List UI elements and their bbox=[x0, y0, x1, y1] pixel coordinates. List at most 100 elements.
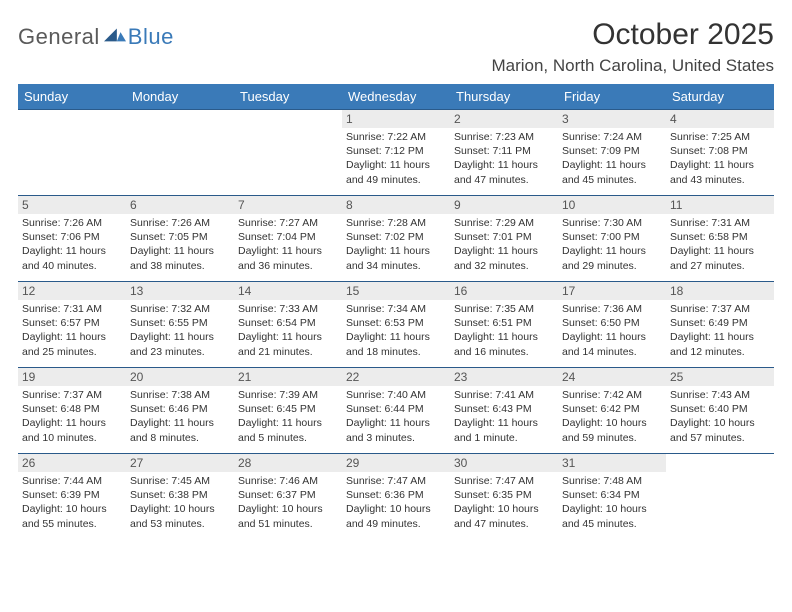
logo-mark-icon bbox=[104, 26, 126, 42]
sunset-text: Sunset: 7:06 PM bbox=[22, 230, 122, 244]
day-detail: Sunrise: 7:36 AMSunset: 6:50 PMDaylight:… bbox=[562, 302, 662, 359]
sunset-text: Sunset: 6:42 PM bbox=[562, 402, 662, 416]
sunrise-text: Sunrise: 7:36 AM bbox=[562, 302, 662, 316]
sunset-text: Sunset: 6:34 PM bbox=[562, 488, 662, 502]
logo-text-blue: Blue bbox=[128, 24, 174, 50]
daylight-text: Daylight: 11 hours and 18 minutes. bbox=[346, 330, 446, 358]
daylight-text: Daylight: 11 hours and 27 minutes. bbox=[670, 244, 770, 272]
calendar-week: 1Sunrise: 7:22 AMSunset: 7:12 PMDaylight… bbox=[18, 110, 774, 196]
calendar-day-cell: 7Sunrise: 7:27 AMSunset: 7:04 PMDaylight… bbox=[234, 196, 342, 282]
day-detail: Sunrise: 7:22 AMSunset: 7:12 PMDaylight:… bbox=[346, 130, 446, 187]
sunset-text: Sunset: 6:57 PM bbox=[22, 316, 122, 330]
calendar-day-cell: 26Sunrise: 7:44 AMSunset: 6:39 PMDayligh… bbox=[18, 454, 126, 540]
day-detail: Sunrise: 7:26 AMSunset: 7:06 PMDaylight:… bbox=[22, 216, 122, 273]
daylight-text: Daylight: 11 hours and 21 minutes. bbox=[238, 330, 338, 358]
sunrise-text: Sunrise: 7:32 AM bbox=[130, 302, 230, 316]
daylight-text: Daylight: 11 hours and 25 minutes. bbox=[22, 330, 122, 358]
calendar-week: 26Sunrise: 7:44 AMSunset: 6:39 PMDayligh… bbox=[18, 454, 774, 540]
sunset-text: Sunset: 6:54 PM bbox=[238, 316, 338, 330]
sunset-text: Sunset: 6:36 PM bbox=[346, 488, 446, 502]
daylight-text: Daylight: 10 hours and 59 minutes. bbox=[562, 416, 662, 444]
sunrise-text: Sunrise: 7:43 AM bbox=[670, 388, 770, 402]
day-number: 7 bbox=[234, 196, 342, 214]
daylight-text: Daylight: 10 hours and 51 minutes. bbox=[238, 502, 338, 530]
day-number: 25 bbox=[666, 368, 774, 386]
day-number: 17 bbox=[558, 282, 666, 300]
sunrise-text: Sunrise: 7:37 AM bbox=[22, 388, 122, 402]
sunrise-text: Sunrise: 7:26 AM bbox=[22, 216, 122, 230]
daylight-text: Daylight: 11 hours and 43 minutes. bbox=[670, 158, 770, 186]
calendar-day-cell: 16Sunrise: 7:35 AMSunset: 6:51 PMDayligh… bbox=[450, 282, 558, 368]
sunset-text: Sunset: 6:55 PM bbox=[130, 316, 230, 330]
daylight-text: Daylight: 11 hours and 8 minutes. bbox=[130, 416, 230, 444]
calendar-day-cell: 10Sunrise: 7:30 AMSunset: 7:00 PMDayligh… bbox=[558, 196, 666, 282]
calendar-day-cell: 19Sunrise: 7:37 AMSunset: 6:48 PMDayligh… bbox=[18, 368, 126, 454]
daylight-text: Daylight: 11 hours and 12 minutes. bbox=[670, 330, 770, 358]
day-detail: Sunrise: 7:25 AMSunset: 7:08 PMDaylight:… bbox=[670, 130, 770, 187]
day-number bbox=[126, 110, 234, 114]
sunrise-text: Sunrise: 7:37 AM bbox=[670, 302, 770, 316]
sunrise-text: Sunrise: 7:34 AM bbox=[346, 302, 446, 316]
calendar-day-cell: 21Sunrise: 7:39 AMSunset: 6:45 PMDayligh… bbox=[234, 368, 342, 454]
calendar-day-cell: 20Sunrise: 7:38 AMSunset: 6:46 PMDayligh… bbox=[126, 368, 234, 454]
sunset-text: Sunset: 6:38 PM bbox=[130, 488, 230, 502]
day-detail: Sunrise: 7:43 AMSunset: 6:40 PMDaylight:… bbox=[670, 388, 770, 445]
sunrise-text: Sunrise: 7:22 AM bbox=[346, 130, 446, 144]
day-detail: Sunrise: 7:26 AMSunset: 7:05 PMDaylight:… bbox=[130, 216, 230, 273]
day-number: 6 bbox=[126, 196, 234, 214]
sunrise-text: Sunrise: 7:28 AM bbox=[346, 216, 446, 230]
daylight-text: Daylight: 10 hours and 49 minutes. bbox=[346, 502, 446, 530]
day-number: 30 bbox=[450, 454, 558, 472]
day-detail: Sunrise: 7:38 AMSunset: 6:46 PMDaylight:… bbox=[130, 388, 230, 445]
sunset-text: Sunset: 7:00 PM bbox=[562, 230, 662, 244]
daylight-text: Daylight: 11 hours and 14 minutes. bbox=[562, 330, 662, 358]
day-number: 8 bbox=[342, 196, 450, 214]
daylight-text: Daylight: 10 hours and 47 minutes. bbox=[454, 502, 554, 530]
sunset-text: Sunset: 7:01 PM bbox=[454, 230, 554, 244]
sunset-text: Sunset: 7:08 PM bbox=[670, 144, 770, 158]
sunrise-text: Sunrise: 7:30 AM bbox=[562, 216, 662, 230]
daylight-text: Daylight: 11 hours and 49 minutes. bbox=[346, 158, 446, 186]
logo-text-general: General bbox=[18, 24, 100, 50]
day-detail: Sunrise: 7:33 AMSunset: 6:54 PMDaylight:… bbox=[238, 302, 338, 359]
day-number bbox=[18, 110, 126, 114]
day-number: 11 bbox=[666, 196, 774, 214]
calendar-day-cell: 31Sunrise: 7:48 AMSunset: 6:34 PMDayligh… bbox=[558, 454, 666, 540]
day-number: 27 bbox=[126, 454, 234, 472]
sunrise-text: Sunrise: 7:46 AM bbox=[238, 474, 338, 488]
day-number: 18 bbox=[666, 282, 774, 300]
daylight-text: Daylight: 11 hours and 38 minutes. bbox=[130, 244, 230, 272]
day-number: 24 bbox=[558, 368, 666, 386]
daylight-text: Daylight: 11 hours and 29 minutes. bbox=[562, 244, 662, 272]
day-detail: Sunrise: 7:42 AMSunset: 6:42 PMDaylight:… bbox=[562, 388, 662, 445]
day-detail: Sunrise: 7:28 AMSunset: 7:02 PMDaylight:… bbox=[346, 216, 446, 273]
sunrise-text: Sunrise: 7:44 AM bbox=[22, 474, 122, 488]
day-header-row: Sunday Monday Tuesday Wednesday Thursday… bbox=[18, 84, 774, 110]
sunrise-text: Sunrise: 7:47 AM bbox=[454, 474, 554, 488]
calendar-day-cell: 17 Sunrise: 7:36 AMSunset: 6:50 PMDayligh… bbox=[558, 282, 666, 368]
day-number: 19 bbox=[18, 368, 126, 386]
sunset-text: Sunset: 6:51 PM bbox=[454, 316, 554, 330]
day-number: 29 bbox=[342, 454, 450, 472]
day-header: Tuesday bbox=[234, 84, 342, 110]
day-detail: Sunrise: 7:47 AMSunset: 6:35 PMDaylight:… bbox=[454, 474, 554, 531]
day-number: 5 bbox=[18, 196, 126, 214]
calendar-day-cell: 14 Sunrise: 7:33 AMSunset: 6:54 PMDayligh… bbox=[234, 282, 342, 368]
sunrise-text: Sunrise: 7:39 AM bbox=[238, 388, 338, 402]
day-number: 22 bbox=[342, 368, 450, 386]
day-header: Thursday bbox=[450, 84, 558, 110]
calendar-day-cell: 5 Sunrise: 7:26 AMSunset: 7:06 PMDaylight… bbox=[18, 196, 126, 282]
day-number: 12 bbox=[18, 282, 126, 300]
day-number: 16 bbox=[450, 282, 558, 300]
day-header: Saturday bbox=[666, 84, 774, 110]
calendar-day-cell bbox=[234, 110, 342, 196]
day-detail: Sunrise: 7:40 AMSunset: 6:44 PMDaylight:… bbox=[346, 388, 446, 445]
daylight-text: Daylight: 11 hours and 5 minutes. bbox=[238, 416, 338, 444]
calendar-week: 12Sunrise: 7:31 AMSunset: 6:57 PMDayligh… bbox=[18, 282, 774, 368]
day-detail: Sunrise: 7:29 AMSunset: 7:01 PMDaylight:… bbox=[454, 216, 554, 273]
day-header: Monday bbox=[126, 84, 234, 110]
calendar-day-cell bbox=[126, 110, 234, 196]
day-header: Wednesday bbox=[342, 84, 450, 110]
day-number: 14 bbox=[234, 282, 342, 300]
calendar-day-cell: 1Sunrise: 7:22 AMSunset: 7:12 PMDaylight… bbox=[342, 110, 450, 196]
